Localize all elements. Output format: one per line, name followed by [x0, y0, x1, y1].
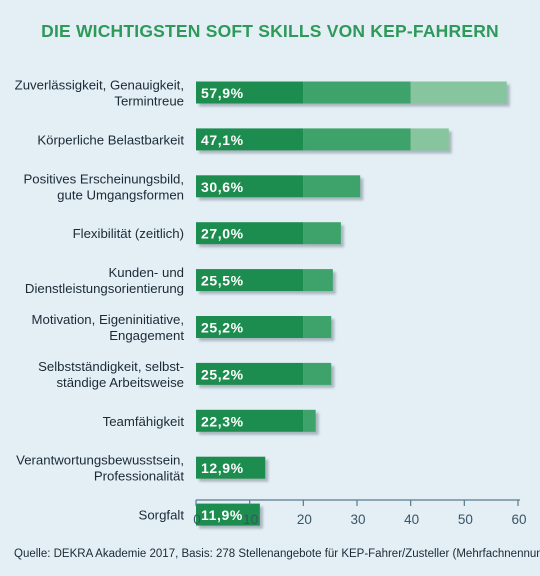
bar-segment	[303, 222, 341, 245]
value-label: 25,2%	[201, 366, 244, 382]
category-label: Körperliche Belastbarkeit	[37, 132, 184, 147]
category-label: Motivation, Eigeninitiative, Engagement	[32, 312, 185, 343]
bar	[196, 222, 341, 245]
value-label: 25,5%	[201, 273, 244, 289]
bar	[196, 456, 266, 479]
bar-segment	[196, 362, 304, 385]
category-label: Teamfähigkeit	[103, 414, 185, 429]
bar	[196, 269, 333, 292]
bar	[196, 175, 361, 198]
x-tick-label: 40	[404, 512, 419, 527]
bar-segment	[303, 409, 316, 432]
bar-segment	[196, 128, 304, 151]
value-label: 57,9%	[201, 85, 244, 101]
bar-segment	[410, 128, 449, 151]
category-label: Sorgfalt	[139, 508, 185, 523]
bar	[196, 362, 332, 385]
bar-segment	[196, 175, 304, 198]
value-label: 27,0%	[201, 226, 244, 242]
x-tick-label: 0	[193, 512, 201, 527]
bar-segment	[303, 316, 332, 338]
x-tick-label: 10	[243, 512, 258, 527]
bar-segment	[196, 409, 304, 432]
x-tick-label: 30	[350, 512, 365, 527]
bar	[196, 409, 316, 432]
value-label: 30,6%	[201, 179, 244, 195]
value-label: 47,1%	[201, 132, 244, 148]
x-tick-label: 50	[458, 512, 473, 527]
category-label: Verantwortungsbewusstsein, Professionalit…	[16, 453, 184, 484]
bar-segment	[196, 269, 304, 292]
bar	[196, 503, 260, 526]
x-tick-label: 60	[511, 512, 526, 527]
bar	[196, 128, 449, 151]
bar-segment	[196, 456, 266, 479]
category-label: Flexibilität (zeitlich)	[73, 226, 184, 241]
value-label: 25,2%	[201, 320, 244, 336]
source-note: Quelle: DEKRA Akademie 2017, Basis: 278 …	[14, 548, 540, 560]
bar-segment	[410, 81, 507, 104]
bar-segment	[303, 175, 361, 198]
bar-segment	[303, 128, 411, 151]
bar	[196, 316, 332, 338]
category-labels: Zuverlässigkeit, Genauigkeit, Termintreue…	[15, 78, 185, 523]
bar-segment	[196, 503, 260, 526]
bar-segment	[303, 362, 332, 385]
chart-title: DIE WICHTIGSTEN SOFT SKILLS VON KEP-FAHR…	[41, 21, 499, 41]
value-label: 22,3%	[201, 413, 244, 429]
bars-layer: 57,9% 47,1% 30,6% 27,0% 25,5% 25,2% 25,2% 22,3%…	[196, 81, 507, 526]
bar-segment	[196, 81, 304, 104]
value-label: 11,9%	[201, 507, 243, 523]
category-label: Zuverlässigkeit, Genauigkeit, Termintreue	[15, 78, 184, 109]
category-label: Positives Erscheinungsbild, gute Umgangsf…	[23, 171, 184, 202]
bar-segment	[303, 269, 333, 292]
value-label: 12,9%	[201, 460, 244, 476]
x-tick-label: 20	[297, 512, 312, 527]
category-label: Kunden- und Dienstleistungsorientierung	[25, 265, 184, 296]
bar	[196, 81, 507, 104]
bar-segment	[303, 81, 411, 104]
bar-segment	[196, 222, 304, 245]
bar-segment	[196, 316, 304, 338]
category-label: Selbstständigkeit, selbst-ständige Arbei…	[38, 359, 184, 390]
x-axis: 0 10 20 30 40 50 60	[193, 499, 527, 527]
